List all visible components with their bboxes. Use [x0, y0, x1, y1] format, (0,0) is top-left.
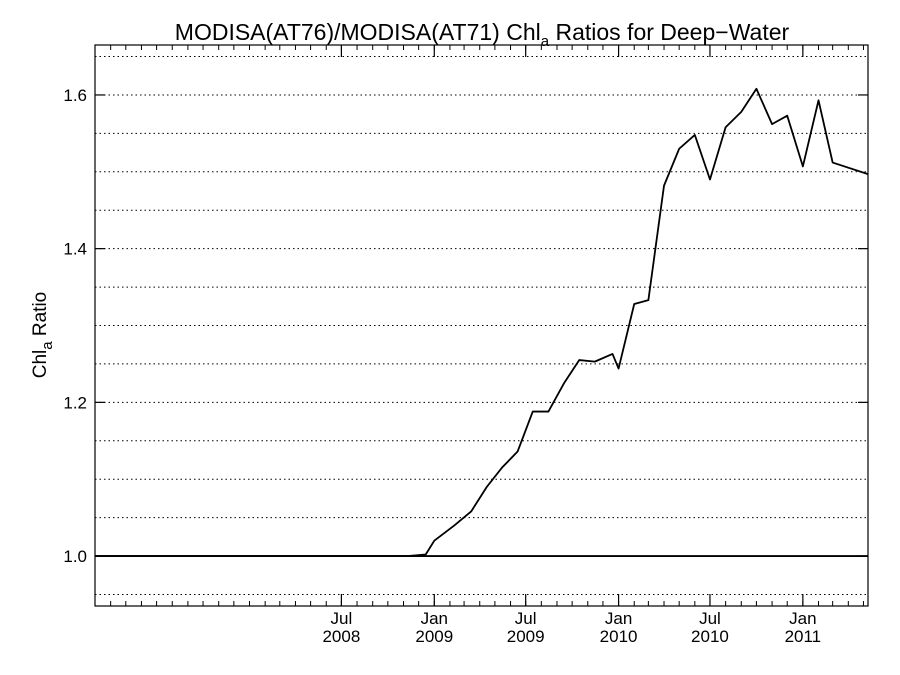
- plot-frame: [94, 44, 869, 607]
- x-tick-label-year: 2009: [507, 627, 545, 646]
- x-tick-label-year: 2009: [415, 627, 453, 646]
- x-tick-label-year: 2010: [600, 627, 638, 646]
- chart-title: MODISA(AT76)/MODISA(AT71) Chla Ratios fo…: [175, 19, 790, 50]
- x-tick-label-year: 2008: [322, 627, 360, 646]
- y-tick-label: 1.0: [63, 547, 87, 566]
- x-tick-label-month: Jan: [605, 609, 632, 628]
- x-tick-label-year: 2010: [691, 627, 729, 646]
- y-axis-label: Chla Ratio: [30, 292, 56, 379]
- ticks-layer: 1.01.21.41.6Jul2008Jan2009Jul2009Jan2010…: [63, 45, 868, 646]
- x-tick-label-month: Jul: [331, 609, 353, 628]
- grid-layer: [95, 56, 868, 595]
- y-tick-label: 1.2: [63, 393, 87, 412]
- series-layer: [95, 87, 869, 557]
- x-tick-label-month: Jul: [699, 609, 721, 628]
- x-tick-label-year: 2011: [785, 627, 822, 646]
- series-line: [95, 87, 869, 557]
- x-tick-label-month: Jan: [421, 609, 448, 628]
- x-tick-label-month: Jul: [515, 609, 537, 628]
- y-tick-label: 1.4: [63, 240, 87, 259]
- x-tick-label-month: Jan: [789, 609, 816, 628]
- y-tick-label: 1.6: [63, 86, 87, 105]
